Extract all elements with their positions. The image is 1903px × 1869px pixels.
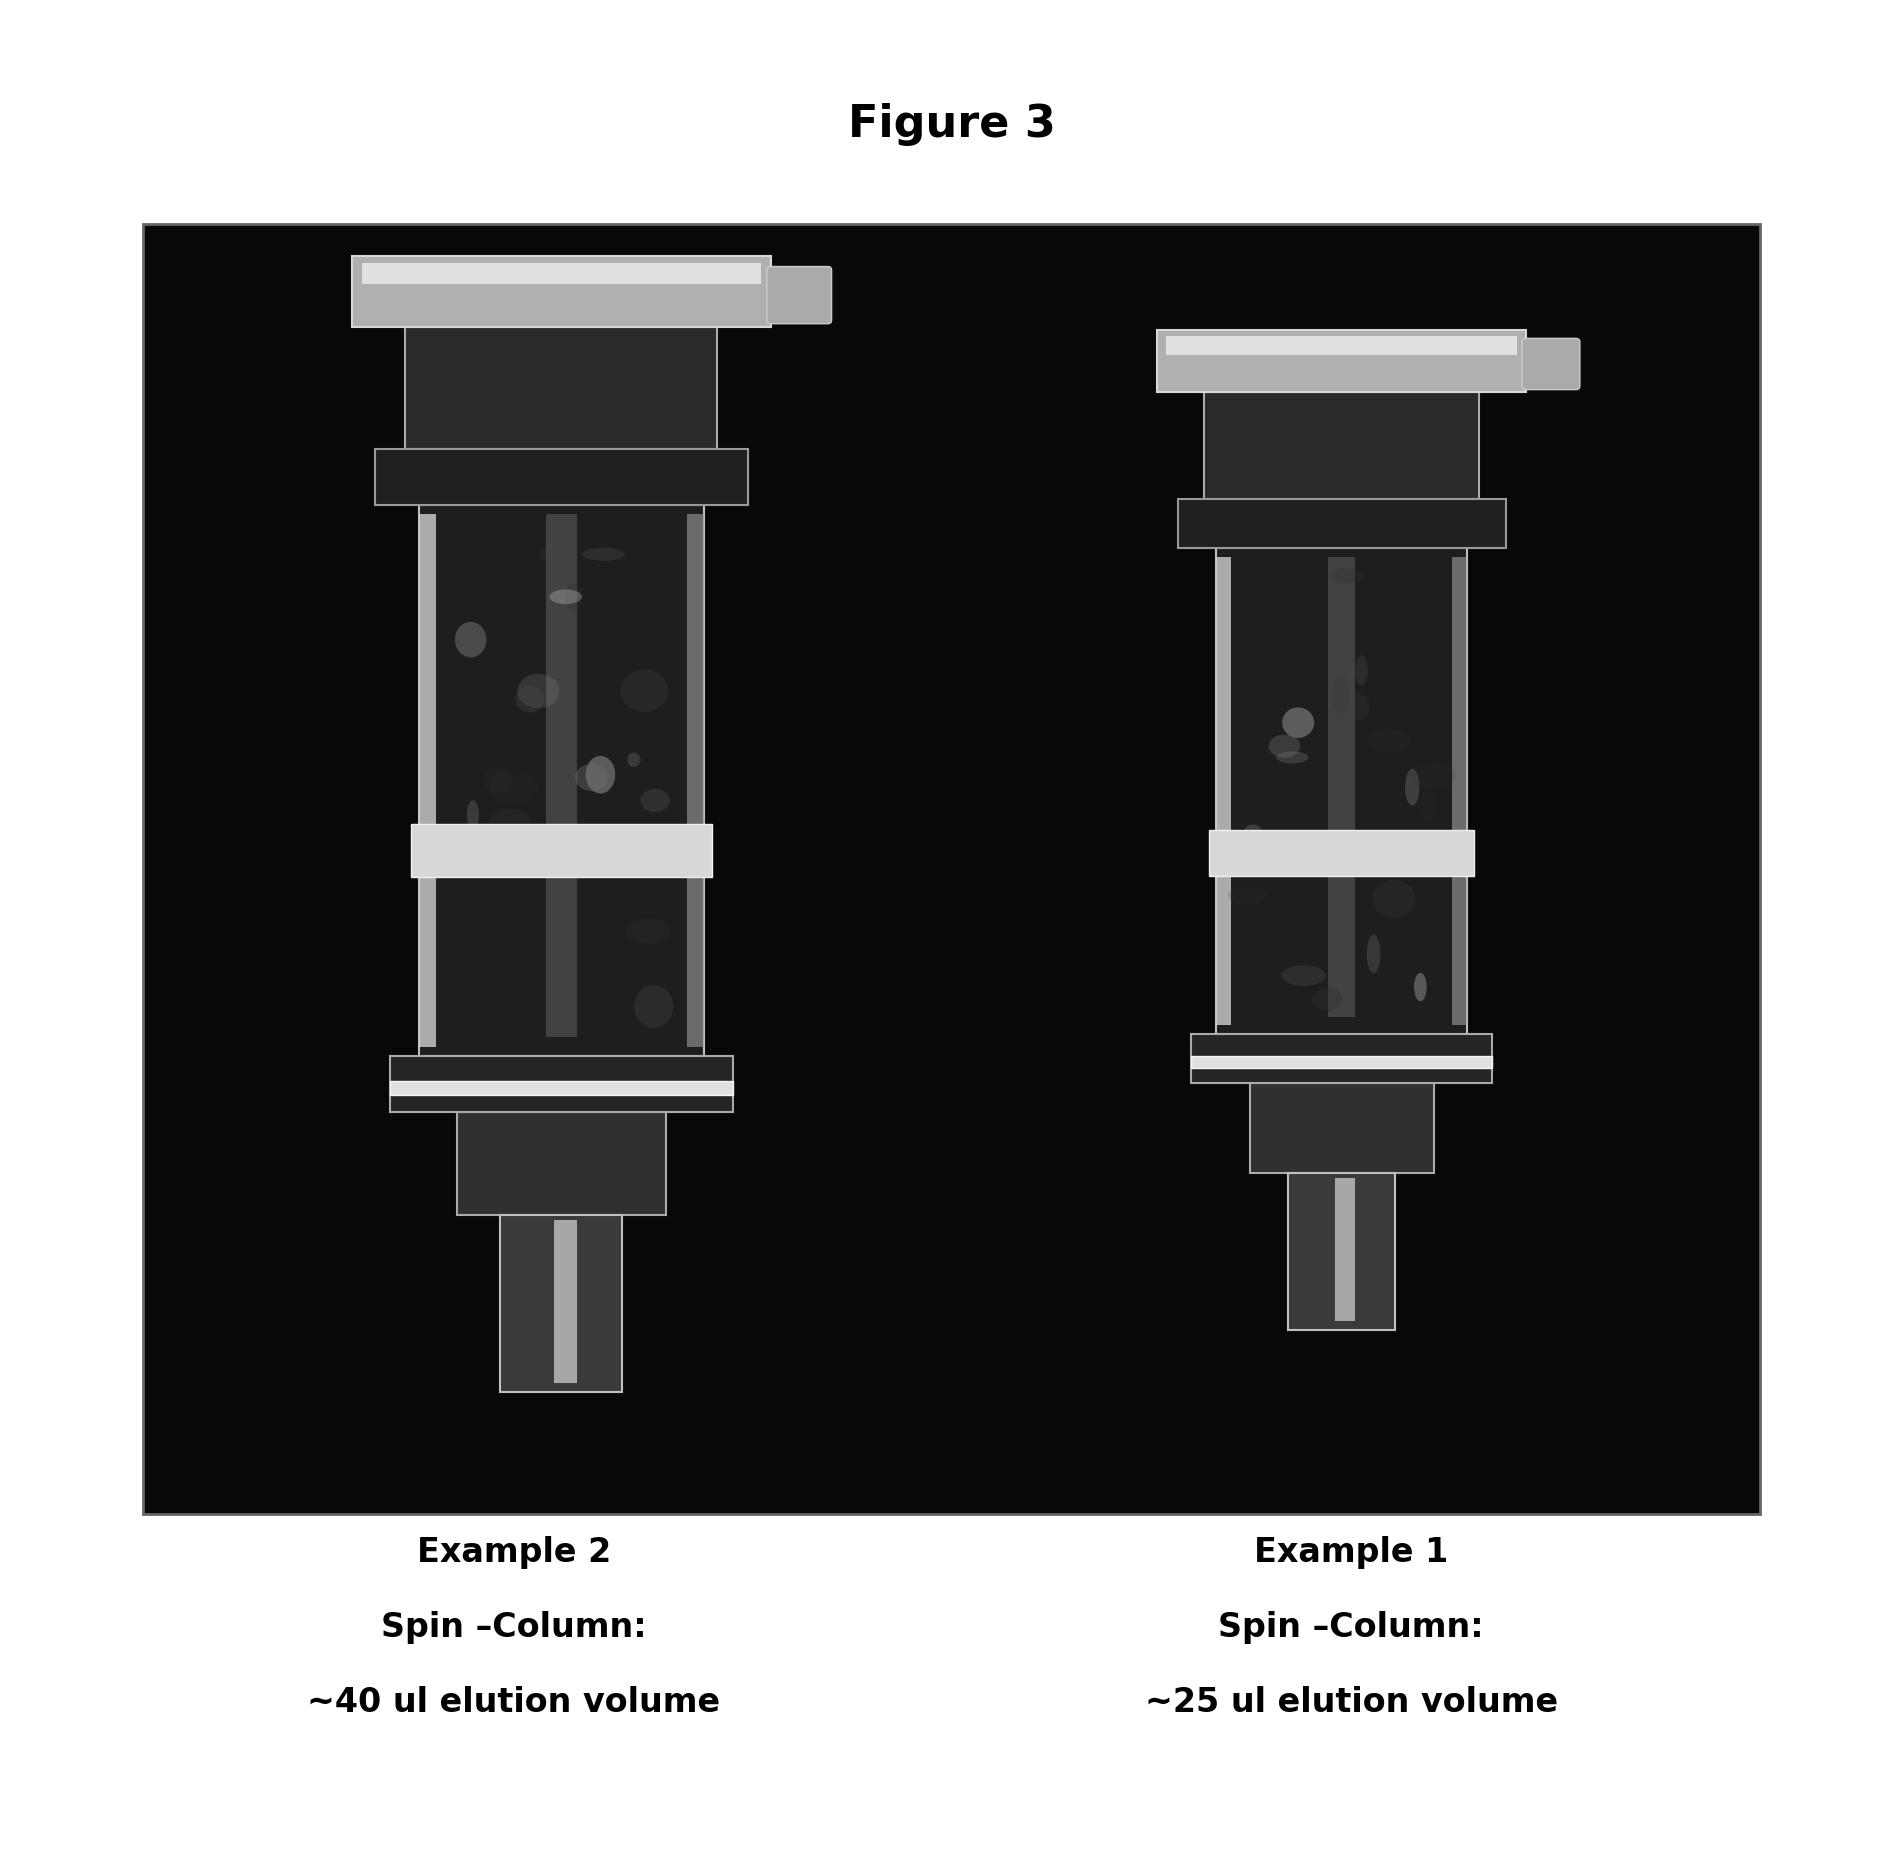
Bar bbox=[1208, 830, 1475, 877]
Ellipse shape bbox=[1269, 735, 1300, 757]
Polygon shape bbox=[352, 256, 771, 327]
Ellipse shape bbox=[1277, 751, 1309, 763]
Ellipse shape bbox=[1313, 987, 1342, 1011]
Ellipse shape bbox=[455, 622, 487, 658]
Ellipse shape bbox=[1330, 568, 1364, 583]
Ellipse shape bbox=[1245, 824, 1262, 835]
Ellipse shape bbox=[550, 589, 582, 604]
Ellipse shape bbox=[1281, 964, 1326, 987]
FancyBboxPatch shape bbox=[767, 267, 832, 323]
Bar bbox=[1191, 1034, 1492, 1082]
Ellipse shape bbox=[540, 546, 559, 561]
Bar bbox=[1178, 499, 1505, 548]
Ellipse shape bbox=[466, 800, 480, 830]
Ellipse shape bbox=[1404, 768, 1420, 806]
Ellipse shape bbox=[1227, 886, 1267, 905]
Ellipse shape bbox=[628, 753, 641, 766]
FancyBboxPatch shape bbox=[1522, 338, 1579, 389]
Bar bbox=[375, 449, 748, 505]
Ellipse shape bbox=[1355, 656, 1368, 686]
Ellipse shape bbox=[1368, 731, 1410, 751]
Text: ~40 ul elution volume: ~40 ul elution volume bbox=[306, 1686, 721, 1719]
Ellipse shape bbox=[586, 755, 615, 794]
Ellipse shape bbox=[489, 809, 531, 835]
Bar bbox=[500, 1215, 622, 1392]
Ellipse shape bbox=[641, 789, 670, 813]
Text: Example 2: Example 2 bbox=[417, 1536, 611, 1570]
Text: ~25 ul elution volume: ~25 ul elution volume bbox=[1144, 1686, 1559, 1719]
Text: Figure 3: Figure 3 bbox=[847, 103, 1056, 146]
Ellipse shape bbox=[483, 766, 512, 794]
Ellipse shape bbox=[1347, 693, 1370, 721]
Bar bbox=[687, 514, 704, 1047]
Ellipse shape bbox=[1366, 934, 1380, 974]
Bar bbox=[143, 224, 1760, 1514]
Text: Spin –Column:: Spin –Column: bbox=[1218, 1611, 1484, 1645]
Ellipse shape bbox=[1332, 675, 1351, 714]
Bar bbox=[1216, 548, 1467, 1034]
Ellipse shape bbox=[516, 686, 544, 712]
Ellipse shape bbox=[626, 918, 672, 944]
Bar bbox=[411, 824, 712, 877]
Bar bbox=[1167, 336, 1517, 355]
Bar bbox=[419, 505, 704, 1056]
Text: Example 1: Example 1 bbox=[1254, 1536, 1448, 1570]
Bar bbox=[1205, 392, 1479, 499]
Ellipse shape bbox=[518, 673, 559, 708]
Bar bbox=[1328, 557, 1355, 1017]
Ellipse shape bbox=[1414, 972, 1427, 1002]
Bar bbox=[390, 1080, 733, 1095]
Ellipse shape bbox=[489, 770, 537, 806]
Ellipse shape bbox=[1283, 706, 1315, 738]
Ellipse shape bbox=[1420, 791, 1435, 822]
Ellipse shape bbox=[620, 669, 668, 712]
Ellipse shape bbox=[582, 548, 624, 561]
Bar bbox=[546, 514, 577, 1037]
Bar bbox=[1452, 557, 1467, 1026]
Bar bbox=[457, 1112, 666, 1215]
Ellipse shape bbox=[575, 764, 609, 791]
Ellipse shape bbox=[1372, 880, 1416, 918]
Bar bbox=[1288, 1174, 1395, 1329]
Bar bbox=[554, 1220, 577, 1383]
Bar bbox=[419, 514, 436, 1047]
Polygon shape bbox=[1157, 329, 1526, 392]
Ellipse shape bbox=[565, 583, 582, 609]
Ellipse shape bbox=[1410, 761, 1456, 791]
Bar bbox=[1250, 1082, 1433, 1174]
Bar bbox=[362, 264, 761, 284]
Bar bbox=[1191, 1056, 1492, 1067]
Bar bbox=[1334, 1177, 1355, 1321]
Bar bbox=[1216, 557, 1231, 1026]
Bar bbox=[390, 1056, 733, 1112]
Bar bbox=[405, 327, 717, 449]
Ellipse shape bbox=[634, 985, 674, 1028]
Text: Spin –Column:: Spin –Column: bbox=[381, 1611, 647, 1645]
